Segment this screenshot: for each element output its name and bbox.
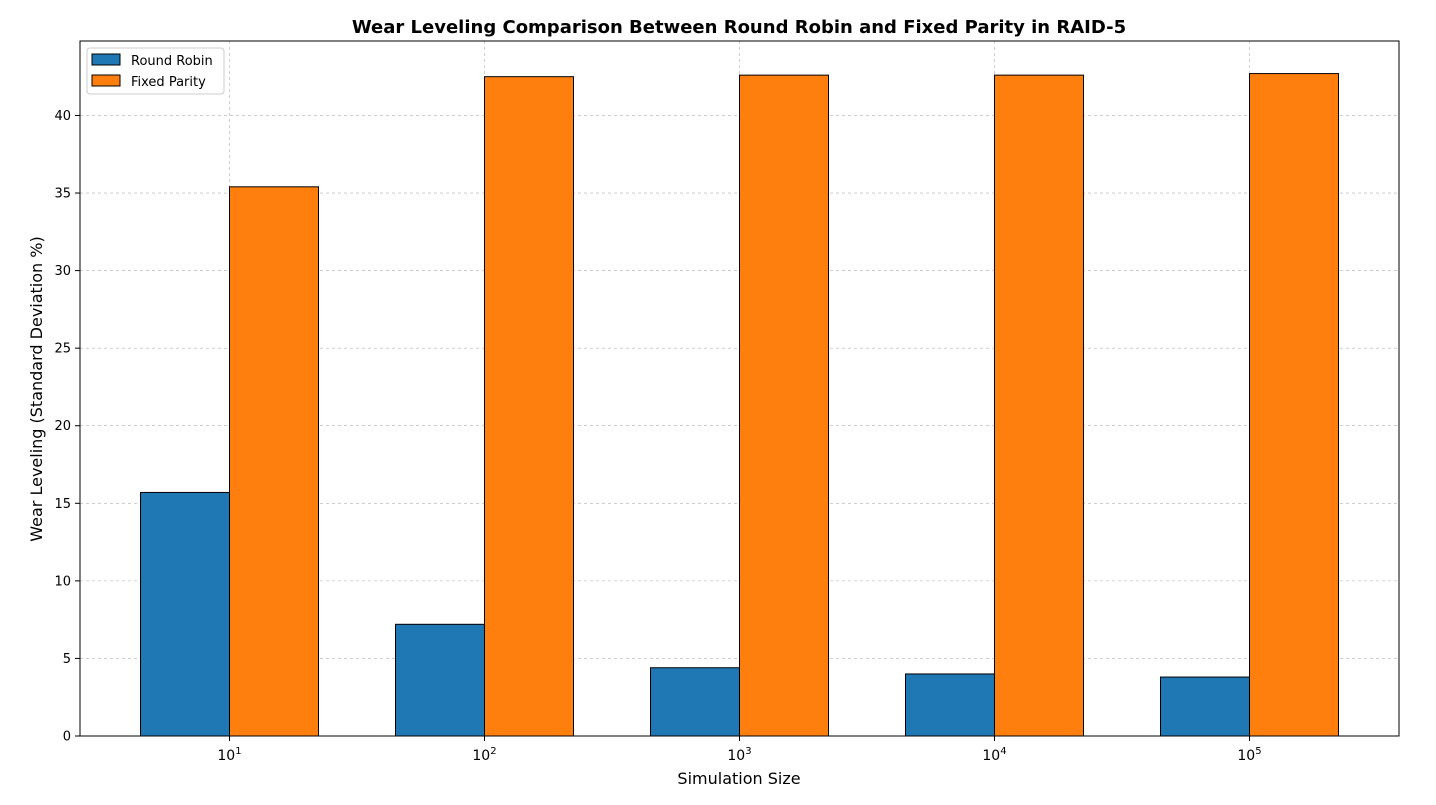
bar-fixed-parity	[994, 74, 1084, 737]
y-tick-label: 10	[54, 574, 71, 589]
y-tick-label: 20	[54, 419, 71, 434]
x-tick-exponent: 3	[745, 746, 751, 757]
legend-label-fixed-parity: Fixed Parity	[131, 75, 206, 90]
x-tick-exponent: 5	[1255, 746, 1261, 757]
x-tick-exponent: 4	[1000, 746, 1006, 757]
x-tick-base: 10	[217, 748, 235, 764]
bar-round-robin	[1160, 676, 1250, 737]
legend-swatch-round-robin	[91, 53, 121, 66]
y-axis-ticks: 0 5 10 15 20 25 30 35 40	[54, 109, 80, 745]
y-tick-label: 15	[54, 497, 71, 512]
x-tick-base: 10	[982, 748, 1000, 764]
y-axis-label: Wear Leveling (Standard Deviation %)	[27, 236, 46, 541]
x-tick-label: 105	[1237, 746, 1261, 764]
x-tick-label: 103	[727, 746, 751, 764]
legend-label-round-robin: Round Robin	[131, 54, 213, 69]
bar-fixed-parity	[484, 76, 574, 737]
x-tick-label: 102	[472, 746, 496, 764]
chart-title: Wear Leveling Comparison Between Round R…	[352, 17, 1126, 38]
legend-frame	[86, 47, 225, 95]
bar-round-robin	[140, 491, 230, 737]
bar-round-robin	[905, 673, 995, 737]
y-tick-label: 40	[54, 109, 71, 124]
x-tick-exponent: 2	[490, 746, 496, 757]
bars	[140, 73, 1339, 737]
x-tick-label: 101	[217, 746, 241, 764]
y-tick-label: 25	[54, 342, 71, 357]
bar-fixed-parity	[1249, 73, 1339, 737]
x-tick-label: 104	[982, 746, 1006, 764]
x-axis-ticks: 101 102 103 104 105	[217, 736, 1262, 764]
y-tick-label: 30	[54, 264, 71, 279]
y-tick-label: 0	[63, 730, 71, 745]
bar-round-robin	[395, 623, 485, 737]
x-axis-label: Simulation Size	[677, 769, 800, 788]
bar-fixed-parity	[229, 186, 319, 737]
y-tick-label: 35	[54, 187, 71, 202]
legend-swatch-fixed-parity	[91, 74, 121, 87]
x-tick-base: 10	[472, 748, 490, 764]
bar-fixed-parity	[739, 74, 829, 737]
x-tick-base: 10	[727, 748, 745, 764]
x-tick-base: 10	[1237, 748, 1255, 764]
legend: Round Robin Fixed Parity	[86, 47, 225, 95]
y-tick-label: 5	[63, 652, 71, 667]
x-tick-exponent: 1	[235, 746, 241, 757]
bar-round-robin	[650, 667, 740, 737]
